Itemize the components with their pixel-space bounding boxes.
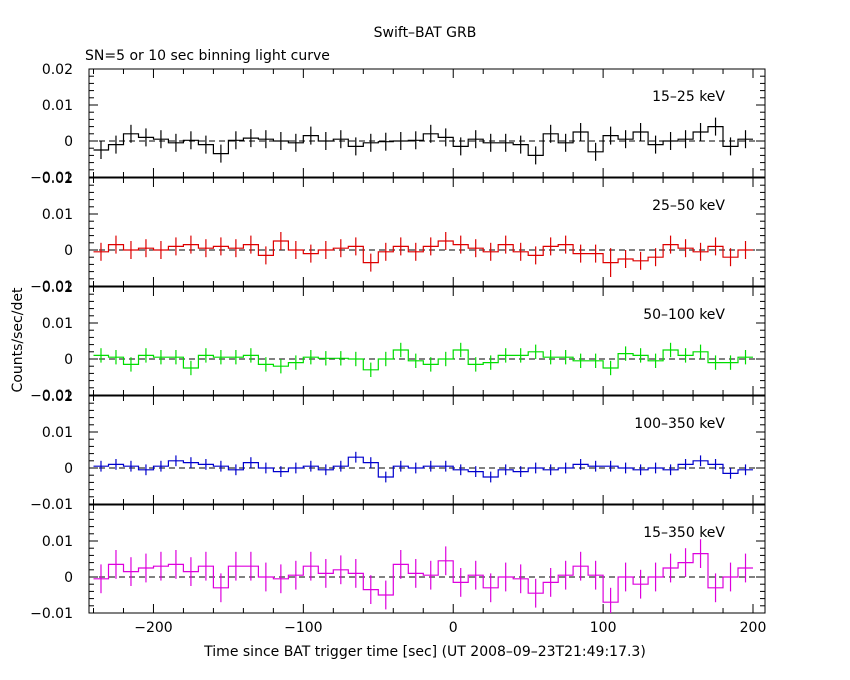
- x-tick-label: −100: [284, 620, 322, 636]
- y-tick-label: −0.01: [30, 388, 73, 404]
- panel-1: 0.02 0.01 0 −0.01 15–25 keV: [30, 62, 766, 186]
- y-tick-label: 0.02: [42, 389, 73, 405]
- panel-frame: [88, 68, 766, 178]
- y-tick-label: −0.01: [30, 170, 73, 186]
- panel-frame: [88, 504, 766, 614]
- series-label: 100–350 keV: [634, 416, 725, 432]
- series-line: [93, 126, 753, 156]
- y-tick-label: 0.02: [42, 171, 73, 187]
- series-line: [93, 456, 753, 478]
- series-line: [93, 553, 753, 603]
- series-label: 50–100 keV: [643, 307, 725, 323]
- y-tick-label: 0.02: [42, 62, 73, 78]
- y-tick-label: −0.01: [30, 497, 73, 513]
- x-tick-label: 100: [590, 620, 617, 636]
- panel-2: 0.02 0.01 0 −0.01 25–50 keV: [30, 171, 766, 295]
- x-tick-label: 0: [449, 620, 458, 636]
- series-line: [93, 240, 753, 264]
- panel-frame: [88, 395, 766, 505]
- panel-frame: [88, 177, 766, 287]
- panel-5: 0.01 0 −0.01 15–350 keV −200 −100 0 100 200: [30, 504, 767, 636]
- y-tick-label: 0.01: [42, 316, 73, 332]
- y-tick-label: 0.01: [42, 207, 73, 223]
- series-label: 25–50 keV: [652, 198, 725, 214]
- panels-group: 0.02 0.01 0 −0.01 15–25 keV 0.02 0.01 0 −0.01 25–…: [30, 62, 766, 636]
- series-label: 15–350 keV: [643, 525, 725, 541]
- chart-title: Swift–BAT GRB: [374, 25, 477, 41]
- y-tick-label: −0.01: [30, 279, 73, 295]
- series-label: 15–25 keV: [652, 89, 725, 105]
- y-tick-label: 0.01: [42, 534, 73, 550]
- x-tick-label: −200: [134, 620, 172, 636]
- y-tick-label: 0.01: [42, 425, 73, 441]
- y-tick-label: 0: [64, 134, 73, 150]
- y-tick-label: −0.01: [30, 606, 73, 622]
- panel-3: 0.02 0.01 0 −0.01 50–100 keV: [30, 280, 766, 404]
- x-tick-label: 200: [740, 620, 767, 636]
- y-tick-label: 0: [64, 352, 73, 368]
- y-tick-label: 0.02: [42, 280, 73, 296]
- y-axis-label: Counts/sec/det: [10, 287, 26, 392]
- series-line: [93, 349, 753, 371]
- y-tick-label: 0: [64, 570, 73, 586]
- panel-frame: [88, 286, 766, 396]
- panel-4: 0.02 0.01 0 −0.01 100–350 keV: [30, 389, 766, 513]
- chart-subtitle: SN=5 or 10 sec binning light curve: [85, 48, 330, 64]
- y-tick-label: 0: [64, 461, 73, 477]
- x-axis-label: Time since BAT trigger time [sec] (UT 20…: [203, 644, 646, 660]
- y-tick-label: 0.01: [42, 98, 73, 114]
- y-tick-label: 0: [64, 243, 73, 259]
